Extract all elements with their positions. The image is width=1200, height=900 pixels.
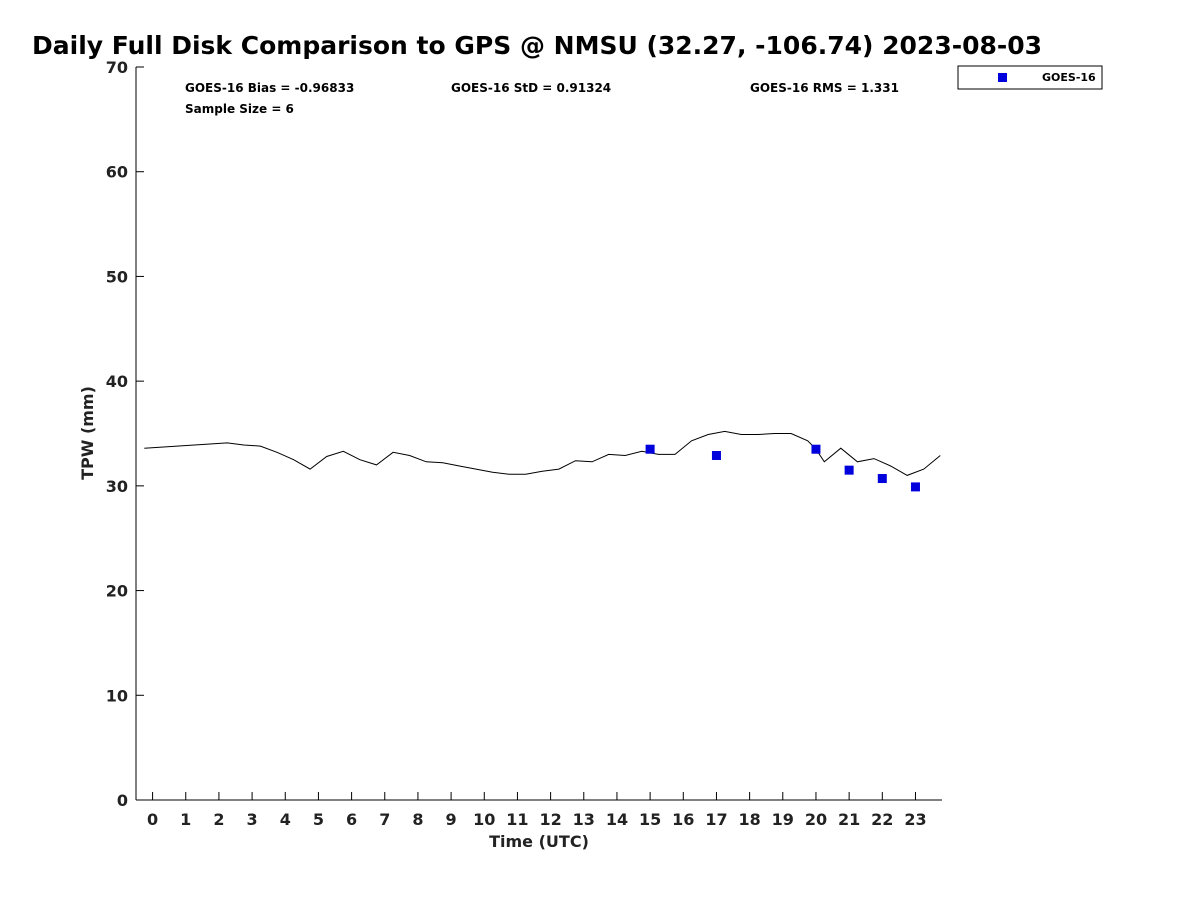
- y-tick-label: 50: [106, 267, 128, 286]
- x-tick-label: 1: [180, 810, 191, 829]
- chart-title: Daily Full Disk Comparison to GPS @ NMSU…: [32, 31, 1042, 60]
- x-tick-label: 6: [346, 810, 357, 829]
- stats-block: GOES-16 Bias = -0.96833 GOES-16 StD = 0.…: [185, 81, 899, 116]
- x-tick-label: 11: [506, 810, 528, 829]
- x-tick-label: 7: [379, 810, 390, 829]
- legend-marker-goes16: [998, 73, 1007, 82]
- y-tick-label: 10: [106, 686, 128, 705]
- goes16-point: [711, 450, 721, 460]
- x-tick-label: 17: [705, 810, 727, 829]
- x-tick-label: 16: [672, 810, 694, 829]
- x-tick-label: 19: [772, 810, 794, 829]
- goes16-point: [844, 465, 854, 475]
- x-tick-label: 12: [539, 810, 561, 829]
- stat-sample-size: Sample Size = 6: [185, 102, 294, 116]
- y-tick-label: 0: [117, 791, 128, 810]
- x-tick-label: 21: [838, 810, 860, 829]
- goes16-points: [645, 444, 920, 492]
- stat-bias: GOES-16 Bias = -0.96833: [185, 81, 354, 95]
- y-ticks: 0 10 20 30 40 50 60 70: [106, 58, 144, 810]
- x-tick-label: 3: [247, 810, 258, 829]
- legend: GOES-16: [957, 65, 1103, 90]
- x-tick-label: 5: [313, 810, 324, 829]
- axes: [135, 67, 942, 801]
- y-tick-label: 70: [106, 58, 128, 77]
- legend-box: [957, 65, 1103, 90]
- x-tick-label: 20: [805, 810, 827, 829]
- goes16-point: [811, 444, 821, 454]
- goes16-point: [910, 482, 920, 492]
- x-tick-label: 4: [280, 810, 291, 829]
- x-tick-label: 0: [147, 810, 158, 829]
- y-tick-label: 30: [106, 477, 128, 496]
- stat-std: GOES-16 StD = 0.91324: [451, 81, 611, 95]
- stat-rms: GOES-16 RMS = 1.331: [750, 81, 899, 95]
- goes16-point: [645, 444, 655, 454]
- y-axis-label: TPW (mm): [78, 386, 97, 480]
- x-tick-label: 15: [639, 810, 661, 829]
- y-tick-label: 60: [106, 163, 128, 182]
- x-tick-label: 9: [446, 810, 457, 829]
- y-tick-label: 40: [106, 372, 128, 391]
- x-tick-label: 14: [606, 810, 628, 829]
- goes16-point: [877, 474, 887, 484]
- gps-tpw-line: [144, 430, 941, 476]
- legend-label-goes16: GOES-16: [1042, 71, 1096, 84]
- y-tick-label: 20: [106, 582, 128, 601]
- x-tick-label: 13: [573, 810, 595, 829]
- x-ticks: 0 1 2 3 4 5 6 7 8 9 10 11 12 13 14 15 16 17 18 19 20 21 22 23: [147, 792, 927, 829]
- x-tick-label: 22: [871, 810, 893, 829]
- x-tick-label: 18: [738, 810, 760, 829]
- x-axis-label: Time (UTC): [489, 832, 589, 851]
- x-tick-label: 23: [904, 810, 926, 829]
- x-tick-label: 2: [213, 810, 224, 829]
- x-tick-label: 10: [473, 810, 495, 829]
- x-tick-label: 8: [412, 810, 423, 829]
